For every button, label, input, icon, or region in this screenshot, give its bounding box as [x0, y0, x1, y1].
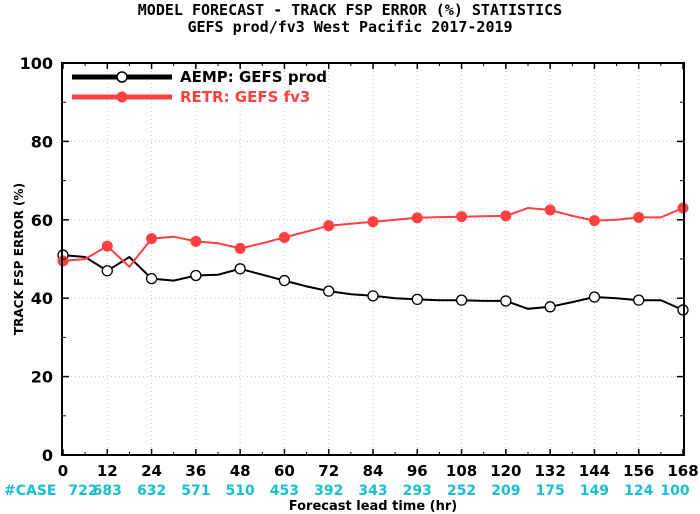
series-2-point	[146, 233, 158, 245]
x-tick-label: 72	[318, 462, 339, 480]
series-2-point	[101, 240, 113, 252]
tick-layer: 0 12 24 36 48 60 72 84 96 108 120 132 144 156 168 0 20 40…	[20, 54, 699, 499]
series-1-point	[544, 301, 556, 313]
y-tick-label: 20	[31, 368, 53, 387]
x-tick-label: 132	[534, 462, 565, 480]
series-1-point	[367, 290, 379, 302]
x-tick-label: 12	[97, 462, 118, 480]
legend-label-1: AEMP: GEFS prod	[180, 68, 327, 86]
series-1-point	[234, 263, 246, 275]
x-axis-label: Forecast lead time (hr)	[289, 499, 457, 514]
legend-marker-2	[116, 91, 128, 103]
series-1-point	[455, 294, 468, 306]
x-tick-label: 96	[407, 462, 428, 480]
series-2-point	[500, 210, 512, 222]
series-1-point	[588, 291, 601, 303]
x-tick-label: 0	[58, 462, 68, 480]
chart-title: MODEL FORECAST - TRACK FSP ERROR (%) STA…	[137, 1, 563, 19]
y-tick-label: 80	[31, 132, 53, 151]
case-count-label: 100	[660, 483, 689, 499]
legend-label-2: RETR: GEFS fv3	[180, 88, 310, 106]
series-1-point	[411, 293, 423, 306]
case-count-label: 175	[536, 483, 565, 499]
grid-layer	[63, 63, 683, 455]
x-tick-label: 60	[274, 462, 295, 480]
case-count-label: 453	[270, 483, 299, 499]
case-count-label: 722	[68, 483, 97, 499]
y-tick-label: 0	[42, 446, 53, 465]
series-1-point	[101, 265, 113, 277]
y-tick-label: 40	[31, 289, 53, 308]
legend: AEMP: GEFS prod RETR: GEFS fv3	[72, 68, 327, 106]
legend-marker-1	[116, 71, 128, 83]
case-count-label: 124	[624, 483, 653, 499]
series-1-point	[278, 274, 291, 287]
case-count-label: 571	[181, 483, 210, 499]
case-count-label: 632	[137, 483, 166, 499]
case-count-label: 293	[403, 483, 432, 499]
series-2-point	[544, 204, 556, 216]
y-tick-label: 100	[20, 54, 53, 73]
series-2-point	[456, 211, 468, 223]
x-tick-label: 36	[185, 462, 206, 480]
series-2-point	[234, 242, 246, 254]
case-count-label: 392	[314, 483, 343, 499]
case-count-label: 683	[93, 483, 122, 499]
series-2-point	[323, 220, 335, 232]
y-axis-label: TRACK FSP ERROR (%)	[12, 183, 26, 335]
chart-subtitle: GEFS prod/fv3 West Pacific 2017-2019	[187, 18, 513, 36]
series-2-point	[633, 211, 645, 223]
x-tick-label: 144	[579, 462, 610, 480]
case-count-label: 252	[447, 483, 476, 499]
x-tick-label: 84	[363, 462, 384, 480]
x-tick-label: 156	[623, 462, 654, 480]
series-1-point	[190, 269, 202, 282]
series-2-point	[411, 212, 423, 224]
x-tick-label: 108	[446, 462, 477, 480]
case-count-label: 209	[491, 483, 520, 499]
case-label: #CASE	[4, 483, 57, 499]
case-count-label: 149	[580, 483, 609, 499]
y-tick-label: 60	[31, 211, 53, 230]
series-2-point	[588, 215, 600, 227]
x-tick-label: 24	[141, 462, 162, 480]
series-1-point	[500, 295, 512, 307]
series-1-point	[633, 294, 645, 306]
series-1-point	[145, 272, 158, 285]
series-2-point	[190, 235, 202, 247]
series-layer	[57, 202, 689, 316]
case-count-label: 343	[358, 483, 387, 499]
x-tick-label: 48	[230, 462, 251, 480]
series-2-point	[278, 231, 290, 243]
case-count-label: 510	[226, 483, 255, 499]
series-2-point	[367, 216, 379, 228]
x-tick-label: 120	[490, 462, 521, 480]
series-1-point	[323, 285, 335, 297]
x-tick-label: 168	[667, 462, 698, 480]
